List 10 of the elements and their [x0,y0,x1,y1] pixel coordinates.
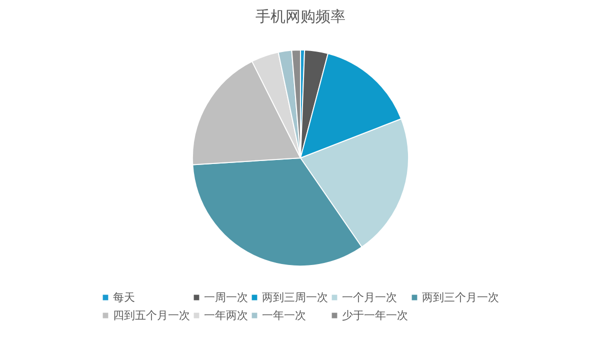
legend-label: 两到三周一次 [262,290,328,305]
legend-label: 四到五个月一次 [113,308,190,323]
chart-title: 手机网购频率 [256,8,346,26]
legend-label: 一年一次 [262,308,306,323]
legend-label: 一年两次 [204,308,248,323]
legend-label: 两到三个月一次 [422,290,499,305]
legend-label: 每天 [113,290,135,305]
legend-label: 一周一次 [204,290,248,305]
legend-label: 少于一年一次 [342,308,408,323]
legend-label: 一个月一次 [342,290,397,305]
